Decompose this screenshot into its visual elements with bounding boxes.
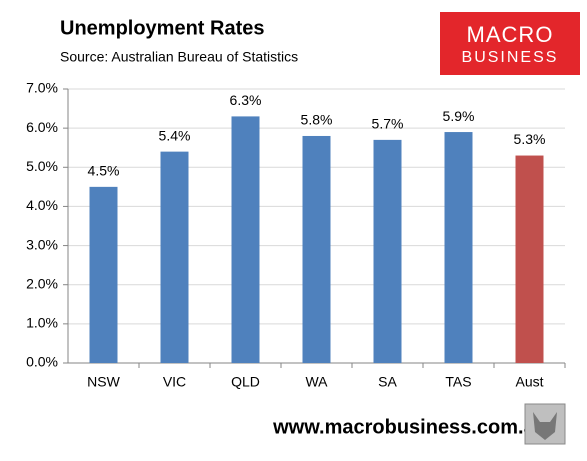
x-tick-label: WA xyxy=(305,374,328,390)
value-label: 5.9% xyxy=(443,108,475,124)
y-tick-label: 3.0% xyxy=(26,236,58,252)
x-tick-label: QLD xyxy=(231,374,260,390)
bar xyxy=(373,139,402,363)
bar xyxy=(160,151,189,363)
bar xyxy=(89,186,118,363)
y-tick-label: 6.0% xyxy=(26,119,58,135)
bar xyxy=(231,116,260,364)
logo-text: MACRO xyxy=(467,22,554,47)
y-tick-label: 5.0% xyxy=(26,158,58,174)
chart-subtitle: Source: Australian Bureau of Statistics xyxy=(60,49,298,65)
bar xyxy=(444,132,473,363)
bar xyxy=(515,155,544,363)
value-label: 5.7% xyxy=(372,116,404,132)
value-label: 4.5% xyxy=(88,163,120,179)
wolf-icon-shape xyxy=(533,412,557,440)
value-label: 5.8% xyxy=(301,112,333,128)
x-tick-label: VIC xyxy=(163,374,186,390)
x-tick-label: SA xyxy=(378,374,397,390)
y-tick-label: 0.0% xyxy=(26,354,58,370)
footer-url: www.macrobusiness.com.au xyxy=(272,416,547,438)
chart-title: Unemployment Rates xyxy=(60,17,265,39)
logo-box xyxy=(440,12,580,75)
value-label: 6.3% xyxy=(230,92,262,108)
y-tick-label: 4.0% xyxy=(26,197,58,213)
value-label: 5.3% xyxy=(514,131,546,147)
value-label: 5.4% xyxy=(159,127,191,143)
x-tick-label: Aust xyxy=(515,374,543,390)
y-tick-label: 2.0% xyxy=(26,275,58,291)
y-tick-label: 7.0% xyxy=(26,80,58,96)
bar xyxy=(302,135,331,363)
y-tick-label: 1.0% xyxy=(26,315,58,331)
logo-text: BUSINESS xyxy=(462,49,559,66)
x-tick-label: TAS xyxy=(445,374,471,390)
x-tick-label: NSW xyxy=(87,374,120,390)
